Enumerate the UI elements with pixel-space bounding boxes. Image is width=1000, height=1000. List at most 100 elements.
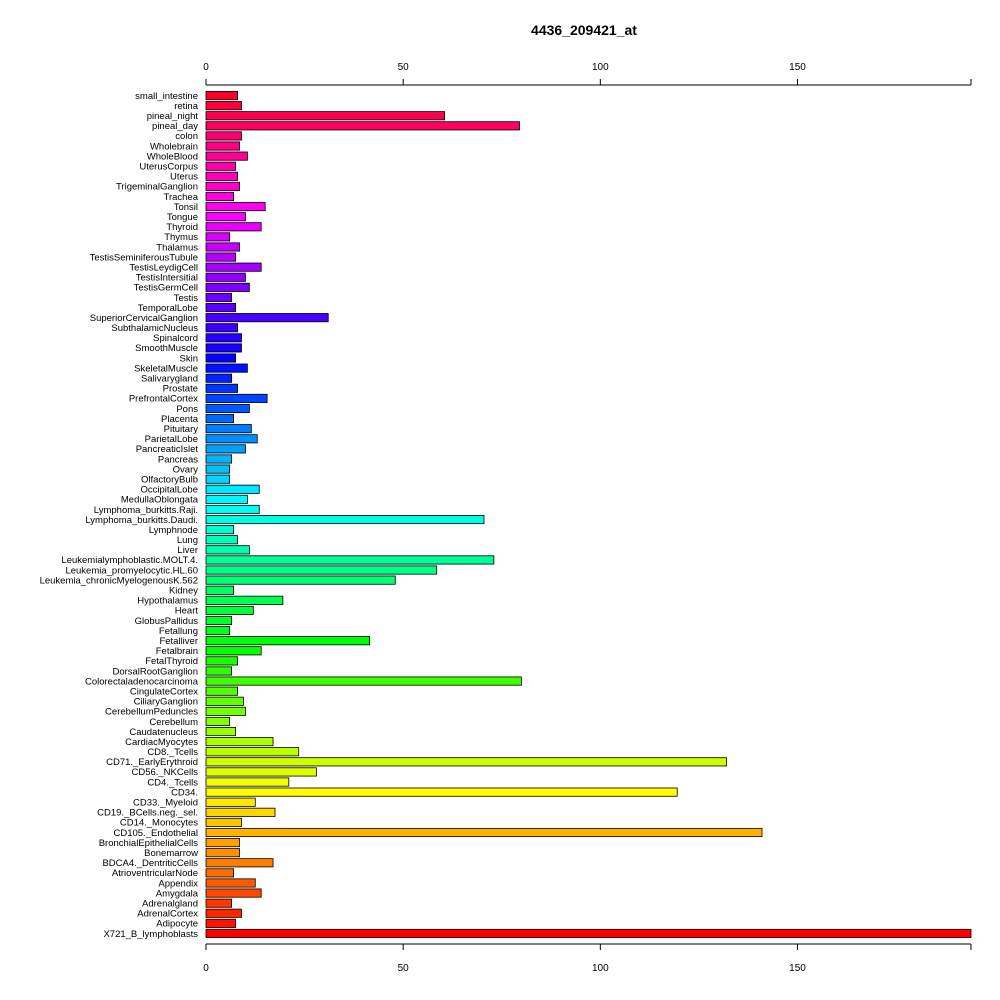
bar	[205, 515, 485, 525]
bar	[205, 454, 233, 464]
bar	[205, 868, 235, 878]
category-label: BronchialEpithelialCells	[99, 838, 199, 849]
bar	[205, 646, 262, 656]
category-label: Pancreas	[158, 454, 198, 465]
category-label: Amygdala	[156, 888, 199, 899]
category-label: CD14._Monocytes	[120, 818, 198, 829]
bar	[205, 737, 274, 747]
category-label: Uterus	[170, 172, 198, 183]
category-labels: small_intestineretinapineal_nightpineal_…	[40, 91, 199, 940]
bar	[205, 838, 240, 848]
bar	[205, 595, 284, 605]
bar	[205, 777, 290, 787]
bar	[205, 605, 254, 615]
bars	[205, 91, 972, 938]
bar	[205, 333, 242, 343]
category-label: SubthalamicNucleus	[111, 323, 198, 334]
category-label: Thalamus	[156, 242, 198, 253]
bar	[205, 363, 248, 373]
category-label: TestisGermCell	[134, 283, 198, 294]
category-label: Bonemarrow	[144, 848, 198, 859]
category-label: Liver	[177, 545, 198, 556]
category-label: Heart	[175, 606, 199, 617]
bar	[205, 494, 248, 504]
bar	[205, 161, 236, 171]
bar	[205, 444, 246, 454]
bar	[205, 191, 235, 202]
bar	[205, 565, 438, 575]
category-label: Leukemia_chronicMyelogenousK.562	[40, 575, 198, 586]
bar	[205, 151, 248, 161]
bar	[205, 474, 231, 484]
bar	[205, 525, 235, 535]
category-label: Lymphoma_burkitts.Daudi.	[85, 515, 198, 526]
bar	[205, 353, 236, 363]
category-label: CingulateCortex	[130, 686, 198, 697]
bar	[205, 797, 256, 807]
bar	[205, 575, 396, 585]
bar	[205, 242, 240, 252]
category-label: ParietalLobe	[145, 434, 198, 445]
category-label: BDCA4._DentriticCells	[102, 858, 198, 869]
bar	[205, 393, 268, 403]
bar	[205, 898, 233, 908]
category-label: CD105._Endothelial	[113, 828, 198, 839]
bar	[205, 131, 242, 141]
bar	[205, 858, 274, 868]
tick-label: 50	[398, 62, 410, 73]
category-label: TestisLeydigCell	[129, 262, 198, 273]
bar	[205, 403, 250, 414]
category-label: Pons	[176, 404, 198, 415]
bar	[205, 171, 238, 181]
bar	[205, 727, 236, 737]
chart-title: 4436_209421_at	[531, 22, 637, 38]
tick-label: 50	[398, 963, 410, 974]
bar	[205, 434, 258, 444]
category-label: Fetalliver	[159, 636, 198, 647]
category-label: retina	[174, 101, 198, 112]
category-label: Caudatenucleus	[129, 727, 198, 738]
category-label: Tongue	[167, 212, 198, 223]
bar	[205, 323, 238, 333]
category-label: Thymus	[164, 232, 198, 243]
category-label: PancreaticIslet	[136, 444, 199, 455]
tick-label: 0	[203, 62, 209, 73]
category-label: Lymphoma_burkitts.Raji.	[94, 505, 198, 516]
bar	[205, 908, 242, 918]
bar	[205, 848, 240, 858]
bar	[205, 414, 235, 424]
category-label: Colorectaladenocarcinoma	[85, 676, 199, 687]
category-label: OccipitalLobe	[140, 485, 198, 496]
category-label: Hypothalamus	[137, 596, 198, 607]
category-label: Prostate	[163, 384, 198, 395]
bar	[205, 101, 242, 111]
bar	[205, 585, 235, 595]
bar	[205, 252, 236, 262]
category-label: Placenta	[161, 414, 199, 425]
category-label: CardiacMyocytes	[125, 737, 198, 748]
category-label: SkeletalMuscle	[134, 363, 198, 374]
bar	[205, 121, 520, 131]
category-label: CD4._Tcells	[147, 777, 198, 788]
bar	[205, 111, 445, 121]
category-label: Tonsil	[174, 202, 198, 213]
bar	[205, 232, 231, 242]
bar	[205, 615, 233, 626]
bar	[205, 373, 233, 383]
bar	[205, 626, 231, 636]
bar	[205, 343, 242, 353]
bar	[205, 464, 231, 474]
category-label: SmoothMuscle	[135, 343, 198, 354]
category-label: CD8._Tcells	[147, 747, 198, 758]
category-label: Adrenalgland	[142, 898, 198, 909]
bar	[205, 656, 238, 666]
bar	[205, 888, 262, 898]
category-label: AdrenalCortex	[137, 909, 198, 920]
category-label: small_intestine	[135, 91, 198, 102]
category-label: Lung	[177, 535, 198, 546]
category-label: Fetalbrain	[156, 646, 198, 657]
category-label: Ovary	[173, 464, 199, 475]
bar	[205, 272, 246, 282]
category-label: pineal_day	[152, 121, 198, 132]
bar	[205, 262, 262, 272]
